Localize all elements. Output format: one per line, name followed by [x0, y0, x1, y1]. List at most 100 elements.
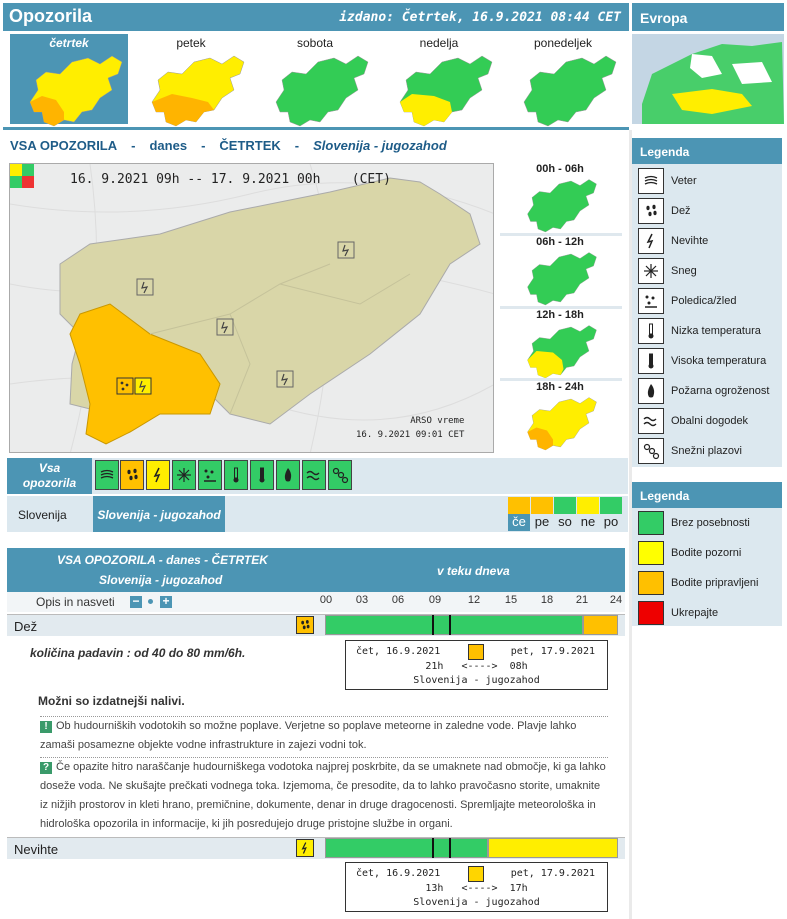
header-bar: Opozorila izdano: Četrtek, 16.9.2021 08:…: [3, 3, 629, 31]
now-marker: [432, 615, 434, 635]
map-date-range: 16. 9.2021 09h -- 17. 9.2021 00h (CET): [70, 172, 391, 187]
warning-map[interactable]: [9, 163, 494, 453]
hour-tick: 21: [575, 594, 589, 606]
thunderstorm-icon: [296, 839, 314, 857]
snow-icon[interactable]: [172, 460, 196, 490]
europe-header[interactable]: Evropa: [632, 3, 784, 31]
mini-day-ne[interactable]: ne: [580, 514, 596, 529]
legend-item: Veter: [638, 168, 697, 194]
europe-map[interactable]: [632, 34, 784, 124]
divider: [3, 127, 629, 130]
rain-icon: [296, 616, 314, 634]
hour-tick: 09: [428, 594, 442, 606]
timeline-orange: [583, 615, 618, 635]
thunderstorm-icon[interactable]: [146, 460, 170, 490]
rain-advice-info: ? Če opazite hitro naraščanje hudourniške…: [40, 757, 608, 834]
rain-warning-info: ! Ob hudourniških vodotokih so možne popl…: [40, 716, 608, 755]
filter-all-warnings[interactable]: Vsa opozorila: [7, 458, 92, 494]
region-jugozahod[interactable]: Slovenija - jugozahod: [93, 496, 225, 532]
coastal-icon[interactable]: [302, 460, 326, 490]
legend-header: Legenda: [632, 482, 782, 508]
mini-day-pe[interactable]: pe: [534, 514, 550, 529]
rain-possible: Možni so izdatnejši nalivi.: [38, 694, 185, 708]
expand-button[interactable]: +: [160, 595, 172, 608]
wind-icon[interactable]: [95, 460, 119, 490]
tab-day-petek[interactable]: petek: [132, 34, 250, 127]
day-map-thumbnail: [523, 55, 617, 127]
snow-icon: [638, 258, 664, 284]
legend-phenomena: Veter Dež Nevihte Sneg Poledica/žled Niz…: [632, 164, 782, 467]
now-marker: [432, 838, 434, 858]
level-swatch: [638, 601, 664, 625]
fire-icon[interactable]: [276, 460, 300, 490]
timeslot-06-12[interactable]: 06h - 12h: [498, 236, 622, 308]
table-header: VSA OPOZORILA - danes - ČETRTEK Slovenij…: [7, 548, 625, 592]
issued-timestamp: izdano: Četrtek, 16.9.2021 08:44 CET: [339, 10, 621, 25]
thunderstorm-icon: [468, 866, 484, 882]
timeline-yellow: [488, 838, 618, 858]
mini-day-ce[interactable]: če: [508, 514, 530, 531]
column-divider: [629, 130, 632, 919]
hour-tick: 18: [540, 594, 554, 606]
legend-levels: Brez posebnosti Bodite pozorni Bodite pr…: [632, 508, 782, 626]
timeslot-00-06[interactable]: 00h - 06h: [498, 163, 622, 235]
now-marker: [449, 615, 451, 635]
day-map-thumbnail: [399, 55, 493, 127]
region-slovenija[interactable]: Slovenija: [18, 508, 67, 522]
map-credit: ARSO vreme 16. 9.2021 09:01 CET: [356, 416, 465, 440]
legend-item: Obalni dogodek: [638, 408, 748, 434]
tab-day-ponedeljek[interactable]: ponedeljek: [504, 34, 622, 127]
legend-item: Ukrepajte: [638, 601, 718, 625]
collapse-button[interactable]: −: [130, 595, 142, 608]
avalanche-icon[interactable]: [328, 460, 352, 490]
page-title: Opozorila: [9, 6, 93, 26]
divider: [500, 233, 622, 236]
legend-item: Sneg: [638, 258, 697, 284]
timeslot-12-18[interactable]: 12h - 18h: [498, 309, 622, 381]
ice-icon: [638, 288, 664, 314]
mini-day-po[interactable]: po: [603, 514, 619, 529]
tab-day-nedelja[interactable]: nedelja: [380, 34, 498, 127]
low-temp-icon[interactable]: [224, 460, 248, 490]
high-temp-icon[interactable]: [250, 460, 274, 490]
hour-tick: 00: [319, 594, 333, 606]
tab-day-cetrtek[interactable]: četrtek: [10, 34, 128, 127]
coastal-icon: [638, 408, 664, 434]
rain-icon[interactable]: [120, 460, 144, 490]
high-temp-icon: [638, 348, 664, 374]
legend-item: Nizka temperatura: [638, 318, 761, 344]
legend-item: Bodite pripravljeni: [638, 571, 758, 595]
hour-tick: 24: [609, 594, 623, 606]
opis-label: Opis in nasveti: [36, 595, 115, 609]
mini-day-color: [600, 497, 622, 514]
legend-item: Bodite pozorni: [638, 541, 741, 565]
hour-tick: 12: [467, 594, 481, 606]
thunderstorm-icon: [638, 228, 664, 254]
rain-icon: [638, 198, 664, 224]
timeline-green: [325, 615, 583, 635]
mini-day-so[interactable]: so: [558, 514, 572, 529]
timeslot-18-24[interactable]: 18h - 24h: [498, 381, 622, 453]
warning-icon: !: [40, 721, 52, 733]
legend-item: Požarna ogroženost: [638, 378, 769, 404]
section-title: VSA OPOZORILA - danes - ČETRTEK - Slovenija - …: [10, 138, 447, 153]
tab-day-sobota[interactable]: sobota: [256, 34, 374, 127]
rain-icon: [468, 644, 484, 660]
hour-tick: 06: [391, 594, 405, 606]
ice-icon[interactable]: [198, 460, 222, 490]
mini-day-color: [554, 497, 576, 514]
divider: [500, 306, 622, 309]
legend-item: Nevihte: [638, 228, 708, 254]
rain-detail: količina padavin : od 40 do 80 mm/6h.: [30, 646, 246, 660]
day-map-thumbnail: [151, 55, 245, 127]
mini-day-color: [577, 497, 599, 514]
mini-day-color: [531, 497, 553, 514]
timeline-green: [325, 838, 488, 858]
dot-icon: [148, 599, 153, 604]
divider: [500, 378, 622, 381]
now-marker: [449, 838, 451, 858]
level-swatch: [638, 511, 664, 535]
wind-icon: [638, 168, 664, 194]
legend-item: Poledica/žled: [638, 288, 736, 314]
legend-item: Dež: [638, 198, 691, 224]
